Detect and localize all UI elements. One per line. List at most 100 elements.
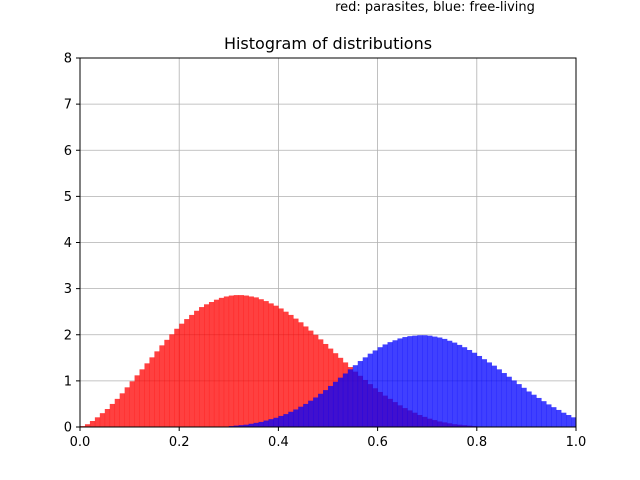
histogram-bar (179, 323, 185, 427)
histogram-bar (437, 337, 443, 427)
histogram-bar (233, 295, 240, 427)
histogram-bar (288, 411, 294, 427)
y-tick-label: 6 (64, 144, 72, 159)
histogram-bar (323, 343, 329, 427)
histogram-bar (367, 353, 373, 427)
histogram-bar (526, 391, 532, 427)
histogram-bar (288, 314, 294, 427)
histogram-bar (293, 409, 299, 427)
histogram-bar (228, 295, 235, 427)
histogram-bar (248, 423, 254, 427)
histogram-bar (129, 381, 135, 427)
y-tick-label: 7 (64, 98, 72, 113)
histogram-bar (154, 351, 160, 427)
histogram-bar (189, 314, 195, 427)
histogram-bar (342, 373, 349, 427)
histogram-bar (94, 417, 101, 427)
histogram-bar (397, 338, 403, 427)
histogram-bar (412, 335, 418, 427)
histogram-bar (318, 393, 324, 427)
histogram-bar (328, 385, 334, 427)
histogram-bar (352, 365, 359, 427)
x-tick-label: 0.2 (169, 435, 190, 450)
histogram-bar (263, 420, 269, 427)
histogram-bar (298, 406, 304, 427)
histogram-bar (521, 387, 527, 427)
histogram-bar (293, 318, 299, 427)
histogram-bar (337, 377, 344, 427)
histogram-bar (536, 397, 542, 427)
histogram-bar (204, 304, 210, 427)
histogram-bar (432, 336, 438, 427)
histogram-bar (84, 424, 91, 427)
histogram-bar (392, 340, 398, 427)
histogram-bar (466, 349, 473, 427)
histogram-bar (258, 299, 264, 427)
histogram-bar (456, 344, 463, 427)
histogram-bar (213, 299, 220, 427)
histogram-bar (223, 296, 230, 427)
histogram-bar (238, 425, 244, 427)
histogram-bar (258, 421, 264, 427)
histogram-bar (149, 357, 155, 427)
histogram-bar (169, 334, 175, 427)
histogram-bar (144, 363, 150, 427)
histogram-bar (89, 421, 96, 427)
histogram-bar (268, 419, 274, 427)
histogram-bar (278, 415, 284, 427)
histogram-bar (104, 409, 111, 427)
histogram-bar (164, 339, 170, 427)
histogram-bar (233, 425, 240, 427)
histogram-bar (253, 422, 259, 427)
histogram-bar (417, 335, 423, 427)
y-tick-label: 0 (64, 421, 72, 436)
histogram-bar (377, 347, 383, 427)
histogram-bar (194, 310, 200, 427)
histogram-bar (571, 417, 577, 427)
histogram-bar (248, 296, 254, 427)
histogram-bar (273, 417, 279, 427)
histogram-bar (442, 338, 448, 427)
histogram-bar (372, 350, 378, 427)
histogram-bar (556, 409, 562, 427)
histogram-bar (357, 361, 364, 427)
histogram-bar (566, 415, 572, 427)
histogram-bar (347, 369, 354, 427)
histogram-bar (407, 336, 413, 427)
histogram-bar (184, 319, 190, 427)
y-tick-label: 4 (64, 236, 72, 251)
x-tick-label: 0.0 (70, 435, 91, 450)
histogram-bar (119, 393, 125, 427)
histogram-bar (541, 401, 547, 427)
histogram-bar (109, 403, 116, 427)
histogram-bar (303, 403, 309, 427)
histogram-bar (134, 375, 140, 427)
histogram-bar (308, 330, 314, 427)
histogram-bar (496, 369, 502, 427)
histogram-bar (452, 342, 458, 427)
y-tick-label: 2 (64, 328, 72, 343)
histogram-bar (313, 334, 319, 427)
histogram-bar (139, 369, 145, 427)
histogram-bar (481, 359, 488, 427)
histogram-bar (253, 297, 259, 427)
histogram-bar (471, 352, 478, 427)
histogram-bar (427, 335, 433, 427)
histogram-bar (263, 301, 269, 427)
histogram-bar (422, 335, 428, 427)
x-tick-label: 1.0 (566, 435, 587, 450)
histogram-bar (278, 308, 284, 427)
histogram-bar (273, 305, 279, 427)
histogram-bar (208, 302, 215, 427)
histogram-bar (486, 362, 492, 427)
histogram-bar (308, 400, 314, 427)
y-tick-label: 3 (64, 282, 72, 297)
histogram-bar (124, 387, 130, 427)
histogram-bar (323, 390, 329, 427)
histogram-bar (491, 365, 497, 427)
x-tick-label: 0.8 (466, 435, 487, 450)
histogram-bar (114, 398, 120, 427)
histogram-bar (461, 347, 468, 427)
histogram-bar (318, 339, 324, 427)
histogram-bar (99, 413, 106, 427)
